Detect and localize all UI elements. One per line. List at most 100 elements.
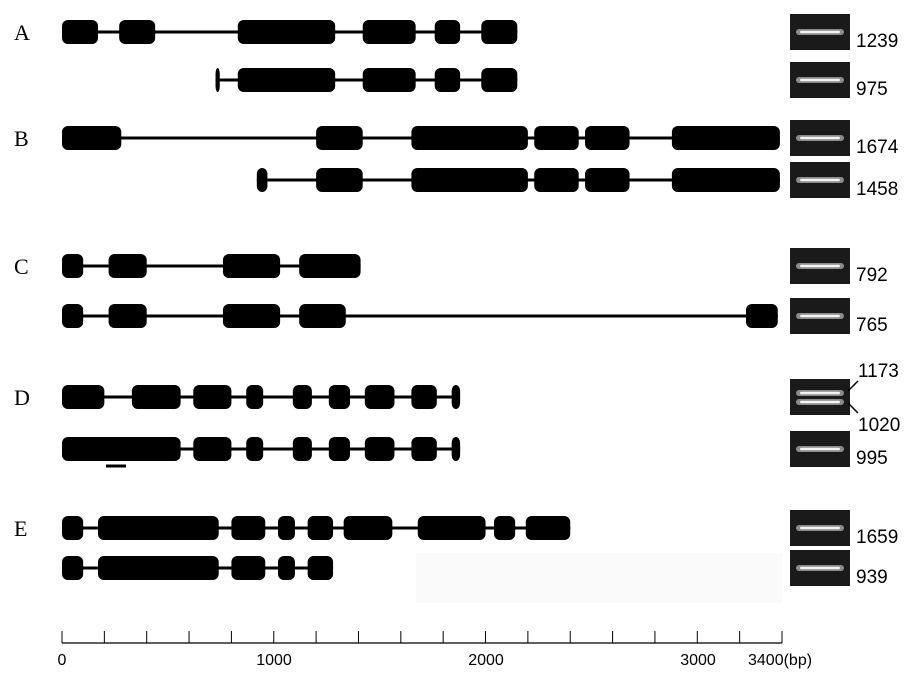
exon	[362, 20, 416, 44]
transcript-b-1	[62, 126, 780, 150]
exon	[108, 304, 147, 328]
exon	[62, 385, 105, 409]
band	[800, 264, 840, 268]
gel-band-a-2	[790, 62, 850, 98]
transcript-b-2	[256, 168, 780, 192]
exon	[451, 385, 461, 409]
band-size-1239: 1239	[856, 31, 898, 52]
band-size-labels: 1239 975 1674 1458 792 765 1173 1020 995 1659 939	[847, 31, 900, 588]
exon	[237, 20, 336, 44]
exon	[62, 516, 84, 540]
exon	[62, 437, 181, 461]
exon	[671, 168, 780, 192]
exon	[585, 168, 630, 192]
gel-band-d-2	[790, 431, 850, 467]
exon	[62, 556, 84, 580]
exon	[434, 20, 461, 44]
exon	[231, 556, 266, 580]
exon	[746, 304, 778, 328]
exon	[481, 68, 518, 92]
exon	[434, 68, 461, 92]
faint-background-patch	[416, 553, 782, 603]
group-label-c: C	[14, 254, 29, 279]
exon	[292, 437, 312, 461]
exon	[246, 437, 264, 461]
transcript-e-2	[62, 556, 334, 580]
exon	[62, 20, 98, 44]
exon	[671, 126, 780, 150]
exon	[256, 168, 268, 192]
exon	[237, 68, 336, 92]
exon	[362, 68, 416, 92]
exon	[417, 516, 486, 540]
band	[800, 400, 840, 404]
exon	[98, 556, 219, 580]
exon	[534, 168, 579, 192]
exon	[364, 437, 395, 461]
exon	[108, 254, 147, 278]
gel-lane	[790, 379, 850, 415]
transcript-d-2	[62, 437, 461, 461]
band	[800, 30, 840, 34]
band	[800, 178, 840, 182]
gel-band-e-2	[790, 550, 850, 586]
band-size-765: 765	[856, 315, 888, 336]
exon	[62, 304, 84, 328]
band-size-1659: 1659	[856, 527, 898, 548]
band	[800, 566, 840, 570]
band-size-939: 939	[856, 567, 888, 588]
gel-band-c-2	[790, 298, 850, 334]
exon	[299, 254, 361, 278]
gel-band-e-1	[790, 510, 850, 546]
band	[800, 447, 840, 451]
group-label-a: A	[14, 20, 30, 45]
exon	[525, 516, 571, 540]
exon	[98, 516, 219, 540]
band-size-995: 995	[856, 448, 888, 469]
exon	[307, 516, 334, 540]
exon	[411, 385, 437, 409]
axis-ticks	[61, 631, 783, 643]
group-label-e: E	[14, 516, 27, 541]
gel-band-c-1	[790, 248, 850, 284]
axis-tick-label-3000: 3000	[680, 652, 716, 669]
exon	[364, 385, 395, 409]
exon	[278, 556, 295, 580]
band-size-lower: 1020	[858, 415, 900, 436]
exon	[328, 385, 350, 409]
band-size-1458: 1458	[856, 179, 898, 200]
transcript-a-2	[215, 68, 518, 92]
exon	[222, 304, 281, 328]
exon	[62, 254, 84, 278]
transcript-e-1	[62, 516, 571, 540]
exon	[299, 304, 346, 328]
exon	[131, 385, 181, 409]
exon	[292, 385, 312, 409]
exon	[119, 20, 156, 44]
upper-band-pointer	[847, 380, 859, 392]
exon	[215, 68, 220, 92]
band	[800, 391, 840, 395]
exon	[193, 437, 232, 461]
gel-band-b-2	[790, 162, 850, 198]
exon	[343, 516, 393, 540]
band	[800, 526, 840, 530]
gel-band-b-1	[790, 120, 850, 156]
gel-band-d-1	[790, 379, 850, 415]
exon	[534, 126, 579, 150]
band-size-upper: 1173	[858, 361, 899, 382]
axis-tick-label-3400: 3400(bp)	[748, 652, 812, 669]
exon	[328, 437, 350, 461]
band-size-975: 975	[856, 79, 888, 100]
band-size-792: 792	[856, 265, 888, 286]
exon	[494, 516, 516, 540]
group-label-b: B	[14, 126, 29, 151]
exon	[411, 437, 437, 461]
exon	[316, 168, 363, 192]
transcript-structures	[62, 20, 780, 580]
exon	[193, 385, 232, 409]
gel-bands	[790, 14, 850, 586]
exon	[585, 126, 630, 150]
band	[800, 78, 840, 82]
